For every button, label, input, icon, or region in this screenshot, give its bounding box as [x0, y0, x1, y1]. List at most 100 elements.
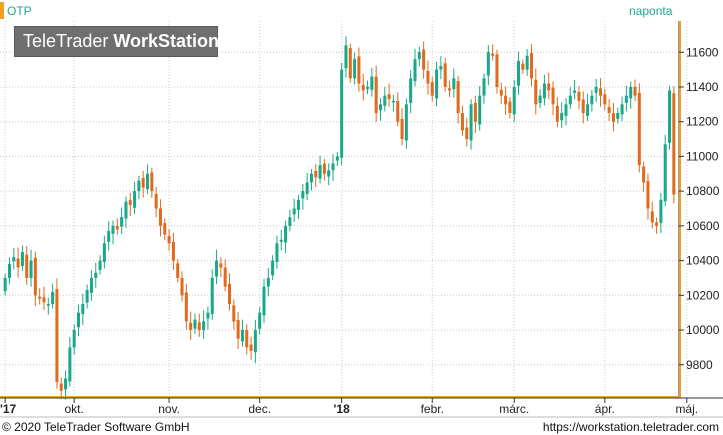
candle-body	[624, 95, 628, 103]
candle	[672, 86, 676, 204]
candle	[357, 47, 361, 92]
candle	[111, 220, 115, 245]
candle-body	[525, 55, 529, 70]
candle-body	[465, 127, 469, 140]
candle-body	[473, 102, 477, 122]
candle-body	[215, 260, 219, 277]
x-axis-accent	[0, 396, 681, 398]
candle	[227, 273, 232, 311]
y-tick-label: 10600	[686, 219, 720, 233]
candle-body	[55, 289, 59, 383]
candle-body	[219, 263, 223, 268]
y-tick-label: 11600	[686, 45, 719, 59]
candle	[167, 229, 171, 251]
candle	[189, 311, 193, 341]
candle-body	[314, 171, 318, 178]
candle-body	[547, 83, 551, 91]
candle	[171, 232, 175, 270]
candle	[456, 75, 460, 124]
candle	[642, 161, 646, 192]
candle	[417, 46, 421, 67]
watermark-brand: TeleTrader	[23, 31, 114, 51]
candle	[659, 192, 663, 233]
candle	[508, 97, 512, 119]
candle	[102, 235, 106, 269]
candle-body	[29, 260, 33, 278]
candle	[542, 74, 546, 106]
candle	[279, 229, 283, 251]
candle-body	[223, 267, 227, 287]
candle	[478, 86, 482, 131]
candle-body	[482, 78, 486, 96]
candle	[42, 286, 46, 310]
candle-body	[284, 225, 288, 243]
candle-body	[7, 264, 11, 278]
candle-body	[637, 92, 641, 166]
candle	[590, 89, 594, 112]
candle	[128, 192, 132, 217]
candle-body	[603, 94, 607, 105]
candle	[370, 67, 374, 97]
candle	[383, 87, 387, 112]
candle	[378, 98, 382, 121]
candle-body	[107, 231, 111, 242]
candle-body	[128, 200, 132, 206]
x-axis-ticks: '17 okt. nov. dec. '18 febr. márc. ápr. máj.	[0, 398, 698, 416]
period-label[interactable]: naponta	[629, 4, 673, 18]
candle-body	[361, 84, 365, 91]
candle	[288, 209, 292, 232]
candle-body	[42, 297, 46, 303]
candle	[655, 217, 659, 234]
candle-body	[111, 225, 115, 234]
candle-body	[564, 104, 568, 116]
candle-body	[120, 217, 124, 227]
candle	[16, 247, 20, 278]
source-url[interactable]: https://workstation.teletrader.com	[543, 420, 719, 434]
candle-body	[538, 95, 542, 103]
candle-body	[258, 312, 262, 329]
candle	[633, 79, 637, 102]
candle	[435, 61, 439, 107]
candle-body	[12, 257, 16, 262]
candle-body	[232, 305, 236, 322]
candle	[46, 297, 50, 315]
candle-body	[180, 277, 184, 296]
candle	[404, 98, 408, 149]
candle-body	[59, 383, 63, 391]
candle-body	[478, 95, 482, 125]
candle-body	[439, 66, 443, 70]
candle	[297, 194, 301, 220]
candle	[650, 201, 654, 229]
candle	[150, 167, 154, 198]
candle	[465, 117, 469, 147]
candle-body	[430, 82, 434, 96]
candle	[521, 59, 525, 74]
candle	[547, 72, 551, 100]
candle	[430, 76, 434, 102]
candle-body	[102, 243, 106, 262]
candle-body	[663, 144, 667, 202]
candle-body	[568, 95, 572, 105]
candle	[447, 80, 452, 98]
candle	[586, 93, 590, 121]
candle	[133, 181, 137, 214]
candle	[439, 56, 443, 80]
candle	[482, 73, 486, 104]
candle-body	[163, 223, 167, 235]
candle-body	[46, 303, 50, 306]
candle-body	[227, 283, 232, 304]
candle	[629, 81, 633, 109]
candle	[581, 91, 585, 124]
candle	[616, 107, 620, 124]
candle	[366, 80, 370, 95]
candle-body	[301, 191, 305, 199]
candle-body	[89, 277, 93, 293]
candle	[443, 57, 447, 92]
candle	[495, 49, 499, 94]
candle	[348, 43, 352, 83]
candle	[499, 82, 503, 105]
candle-body	[167, 235, 171, 244]
candle-body	[202, 321, 206, 331]
candle	[223, 259, 227, 292]
candle	[271, 255, 275, 280]
